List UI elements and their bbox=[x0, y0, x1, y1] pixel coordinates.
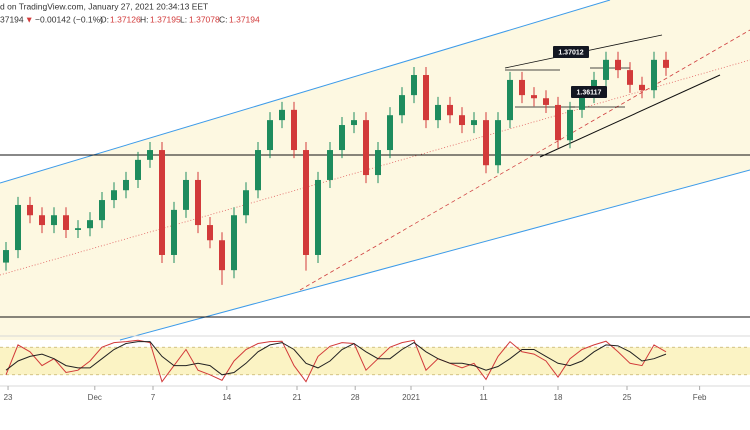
candle-body bbox=[87, 220, 93, 229]
candle-body bbox=[51, 215, 57, 226]
candle-body bbox=[483, 120, 489, 166]
quote-h-key: H: bbox=[140, 14, 149, 24]
candle-body bbox=[231, 215, 237, 271]
x-tick-label: 14 bbox=[222, 393, 231, 402]
candle-body bbox=[423, 75, 429, 121]
x-tick-label: 23 bbox=[4, 393, 13, 402]
candle-body bbox=[663, 59, 669, 68]
candle-body bbox=[363, 120, 369, 176]
candle-body bbox=[603, 59, 609, 80]
channel-upper bbox=[0, 0, 611, 184]
candle-body bbox=[639, 84, 645, 91]
quote-last: 37194 bbox=[0, 14, 24, 24]
candle-body bbox=[183, 179, 189, 210]
candle-body bbox=[303, 150, 309, 255]
candle-body bbox=[207, 225, 213, 241]
quote-open: 1.37126 bbox=[110, 14, 141, 24]
candle-body bbox=[243, 190, 249, 216]
osc-line bbox=[5, 339, 667, 383]
candle-body bbox=[195, 179, 201, 226]
candle-body bbox=[543, 98, 549, 105]
candle-body bbox=[339, 125, 345, 151]
candle-body bbox=[435, 104, 441, 121]
osc-line bbox=[5, 341, 667, 376]
x-tick-label: Feb bbox=[693, 393, 707, 402]
quote-l-key: L: bbox=[180, 14, 187, 24]
quote-c-key: C: bbox=[219, 14, 228, 24]
x-tick-label: 21 bbox=[293, 393, 302, 402]
candle-body bbox=[99, 200, 105, 221]
candle-body bbox=[171, 209, 177, 255]
quote-high: 1.37195 bbox=[150, 14, 181, 24]
candle-body bbox=[123, 179, 129, 191]
candle-body bbox=[3, 250, 9, 263]
candle-body bbox=[315, 179, 321, 255]
candle-body bbox=[63, 215, 69, 230]
candle-body bbox=[579, 95, 585, 110]
candle-body bbox=[351, 120, 357, 126]
channel-lower bbox=[119, 169, 750, 341]
oscillator-pane bbox=[0, 339, 750, 383]
candle-body bbox=[27, 204, 33, 216]
quote-o-key: O: bbox=[100, 14, 109, 24]
candle-body bbox=[519, 79, 525, 96]
x-tick-label: 11 bbox=[479, 393, 488, 402]
x-tick-label: 18 bbox=[554, 393, 563, 402]
x-tick-label: 25 bbox=[623, 393, 632, 402]
candle-body bbox=[411, 75, 417, 96]
candle-body bbox=[531, 95, 537, 99]
x-axis: 23 Dec 7 14 21 28 2021 11 18 25 Feb bbox=[4, 386, 707, 402]
candles bbox=[3, 51, 669, 285]
candle-body bbox=[651, 59, 657, 91]
candle-body bbox=[615, 59, 621, 71]
candle-body bbox=[75, 228, 81, 230]
quote-low: 1.37078 bbox=[189, 14, 220, 24]
candle-body bbox=[15, 204, 21, 251]
annotation: 1.37012 bbox=[558, 49, 583, 56]
candle-body bbox=[495, 120, 501, 166]
candle-body bbox=[375, 150, 381, 176]
trend-dashed bbox=[299, 29, 750, 291]
candle-body bbox=[471, 120, 477, 126]
candle-body bbox=[279, 109, 285, 121]
x-tick-label: 2021 bbox=[402, 393, 420, 402]
candle-body bbox=[327, 150, 333, 180]
candle-body bbox=[219, 240, 225, 271]
candle-body bbox=[267, 120, 273, 151]
candle-body bbox=[507, 79, 513, 121]
candle-body bbox=[399, 95, 405, 116]
candle-body bbox=[567, 109, 573, 141]
annotation: 1.36117 bbox=[577, 89, 602, 96]
label-box bbox=[553, 46, 589, 58]
x-tick-label: Dec bbox=[88, 393, 102, 402]
candle-body bbox=[255, 150, 261, 191]
quote-close: 1.37194 bbox=[229, 14, 260, 24]
candle-body bbox=[111, 190, 117, 201]
candle-body bbox=[39, 215, 45, 226]
label-box bbox=[571, 86, 607, 98]
candle-body bbox=[147, 150, 153, 160]
x-tick-label: 7 bbox=[151, 393, 156, 402]
x-tick-label: 28 bbox=[351, 393, 360, 402]
candle-body bbox=[627, 70, 633, 85]
candle-body bbox=[555, 104, 561, 141]
candle-body bbox=[387, 115, 393, 151]
candle-body bbox=[291, 109, 297, 151]
quote-arrow: ▼ bbox=[25, 14, 33, 24]
candle-body bbox=[159, 150, 165, 255]
candle-body bbox=[135, 159, 141, 180]
candle-body bbox=[447, 104, 453, 116]
header: d on TradingView.com, January 27, 2021 2… bbox=[0, 1, 208, 11]
quote-change: −0.00142 (−0.1%) bbox=[35, 14, 103, 24]
candle-body bbox=[459, 115, 465, 126]
quote-line: 37194 ▼ −0.00142 (−0.1%) O: 1.37126 H: 1… bbox=[0, 14, 260, 24]
